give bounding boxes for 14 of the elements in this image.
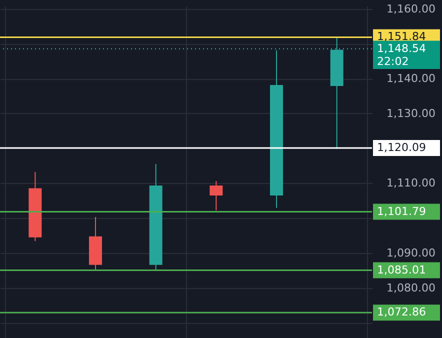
text: 22:02 — [377, 55, 409, 68]
y-tick-label: 1,130.00 — [386, 106, 436, 120]
y-tick-label: 1,140.00 — [386, 72, 436, 86]
ref-line-label: 1,101.79 — [377, 204, 426, 218]
candlestick — [210, 180, 223, 211]
y-tick-label: 1,090.00 — [386, 246, 436, 260]
y-tick-label: 1,080.00 — [386, 281, 436, 294]
ref-line-label: 1,085.01 — [377, 263, 426, 276]
ref-line-label: 1,151.84 — [377, 30, 426, 44]
ref-line-label: 1,148.54 — [377, 42, 426, 55]
y-tick-label: 1,110.00 — [386, 176, 436, 190]
ref-line-label: 1,120.09 — [377, 140, 426, 154]
y-tick-label: 1,160.00 — [386, 2, 436, 16]
ref-line-label: 1,072.86 — [377, 306, 426, 319]
